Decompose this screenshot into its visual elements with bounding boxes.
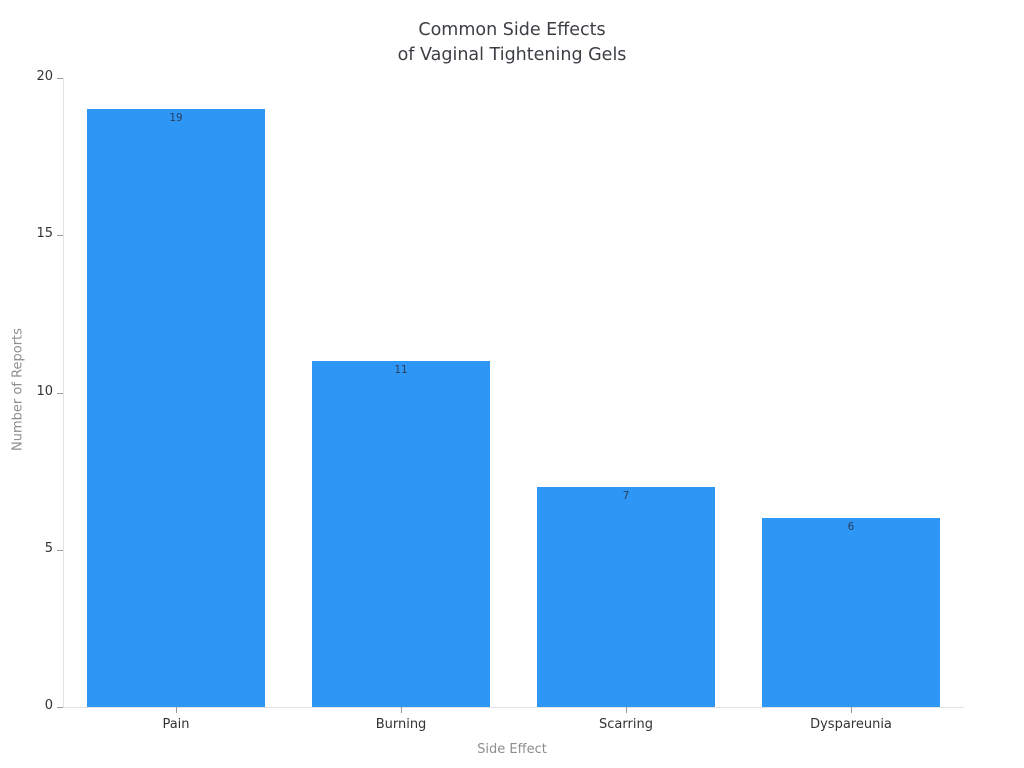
bar-pain: 19 [87, 109, 265, 707]
y-tick-mark [57, 78, 63, 79]
bar-value-label: 6 [847, 521, 855, 533]
y-tick-label: 20 [36, 69, 53, 84]
plot-area: 0 5 10 15 20 Pain Burning Scarring Dyspareunia … [36, 69, 964, 732]
y-tick-mark [57, 550, 63, 551]
y-tick-label: 0 [44, 698, 53, 713]
bar-value-label: 11 [394, 364, 408, 376]
x-tick-label-pain: Pain [162, 717, 190, 732]
chart-title-line-2: of Vaginal Tightening Gels [397, 45, 627, 66]
y-axis-title: Number of Reports [10, 328, 26, 451]
x-axis-line [63, 707, 964, 708]
x-tick-mark [851, 707, 852, 713]
bar-value-label: 19 [169, 112, 183, 124]
bar-scarring: 7 [537, 487, 715, 707]
bar-dyspareunia: 6 [762, 518, 940, 707]
x-tick-label-dyspareunia: Dyspareunia [810, 717, 892, 732]
y-tick-label: 10 [36, 384, 53, 399]
bar-value-label: 7 [622, 490, 630, 502]
x-tick-mark [176, 707, 177, 713]
x-tick-mark [401, 707, 402, 713]
y-tick-mark [57, 235, 63, 236]
y-tick-label: 5 [44, 541, 53, 556]
chart-title-line-1: Common Side Effects [418, 20, 606, 40]
bar-burning: 11 [312, 361, 490, 707]
x-tick-mark [626, 707, 627, 713]
y-tick-label: 15 [36, 226, 53, 241]
y-axis-line [63, 78, 64, 707]
y-tick-mark [57, 393, 63, 394]
chart-title: Common Side Effects of Vaginal Tightenin… [0, 18, 1024, 69]
y-tick-mark [57, 707, 63, 708]
x-tick-label-burning: Burning [375, 717, 427, 732]
x-axis-title: Side Effect [477, 742, 547, 757]
x-tick-label-scarring: Scarring [599, 717, 653, 732]
